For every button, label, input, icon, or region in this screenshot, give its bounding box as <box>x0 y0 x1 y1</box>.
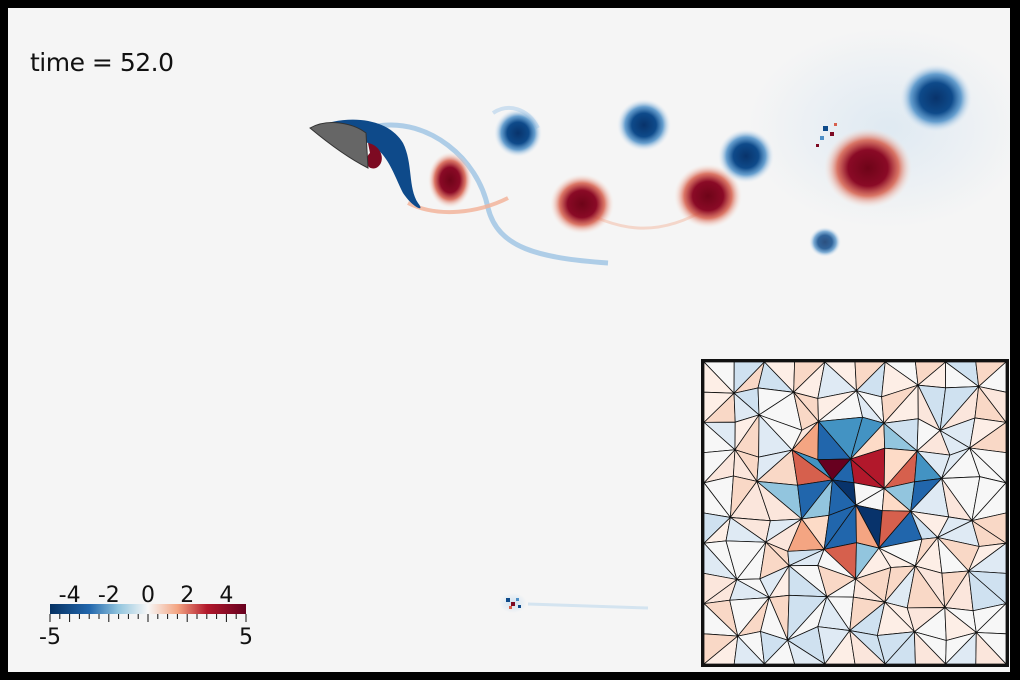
colorbar-tick-label: 4 <box>219 583 233 608</box>
vortex-negative <box>617 99 671 151</box>
colorbar-max-label: 5 <box>239 625 253 650</box>
vortex-positive <box>674 164 742 228</box>
vortex-negative <box>494 109 542 157</box>
mesh-cell <box>913 630 947 664</box>
mesh-cell <box>849 629 886 664</box>
vorticity-field <box>309 28 1010 613</box>
vortex-positive <box>824 128 912 208</box>
colorbar-tick-labels: -4 -2 0 2 4 <box>59 583 234 608</box>
airfoil <box>309 122 369 169</box>
triangle-mesh <box>704 362 1006 664</box>
mesh-cell <box>975 631 1006 664</box>
colorbar-tick-label: -2 <box>98 583 120 608</box>
mesh-zoom-inset <box>701 359 1009 667</box>
colorbar-tick-label: 0 <box>141 583 155 608</box>
mesh-cell <box>786 639 826 664</box>
colorbar-min-label: -5 <box>39 625 61 650</box>
colorbar-tick-label: -4 <box>59 583 81 608</box>
vortex-positive <box>428 152 472 208</box>
visualization-viewport: time = 52.0 -4 -2 0 2 4 -5 5 <box>8 8 1010 672</box>
time-label: time = 52.0 <box>30 48 174 77</box>
vortex-negative <box>900 64 972 132</box>
vortex-negative <box>718 129 774 183</box>
leading-edge-vortex-sheet <box>313 119 421 209</box>
colorbar: -4 -2 0 2 4 -5 5 <box>39 583 264 656</box>
vortex-negative-small <box>809 227 841 257</box>
colorbar-minor-ticks <box>49 614 247 622</box>
numerical-noise-cluster <box>816 123 837 147</box>
vortex-positive <box>550 174 614 234</box>
mesh-cell <box>733 635 765 664</box>
colorbar-gradient <box>50 604 246 614</box>
trailing-edge-vortex <box>366 143 382 169</box>
colorbar-tick-label: 2 <box>180 583 194 608</box>
numerical-noise-spot <box>499 593 649 613</box>
